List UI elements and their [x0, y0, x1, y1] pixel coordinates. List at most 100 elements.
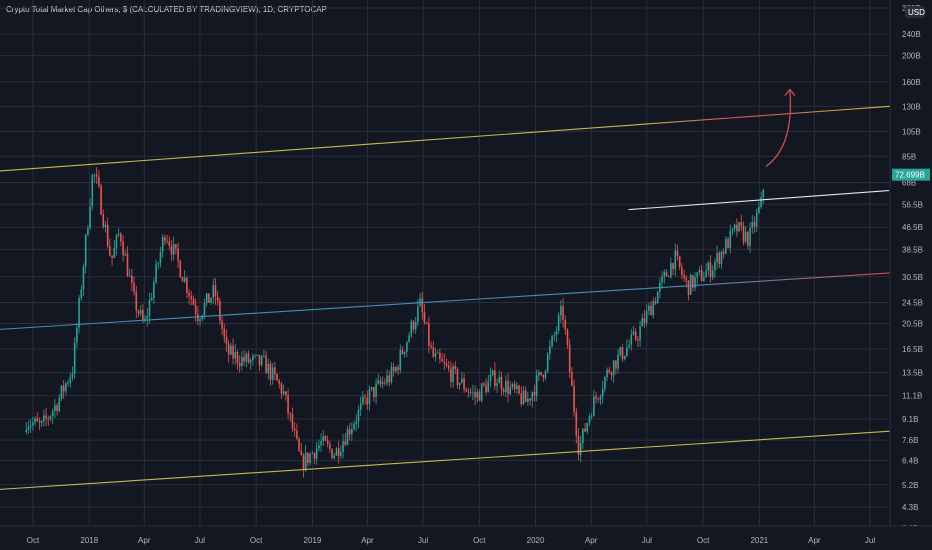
candle-body: [617, 354, 619, 369]
candle-body: [670, 263, 672, 278]
arrow-head: [784, 88, 796, 96]
candle-body: [322, 436, 325, 442]
candle-body: [584, 428, 586, 432]
candle-body: [738, 222, 740, 232]
candle-body: [249, 359, 252, 363]
candle-body: [458, 382, 461, 386]
candle-body: [696, 272, 699, 278]
candle-body: [428, 323, 430, 346]
price-axis[interactable]: 300B240B200B160B130B105B85B68B56.5B46.5B…: [889, 0, 932, 550]
candle-body: [357, 409, 360, 422]
y-tick-label: 9.1B: [902, 415, 918, 424]
candle-body: [529, 398, 531, 401]
x-tick-label: Oct: [697, 536, 710, 545]
candle-body: [172, 244, 175, 255]
candle-body: [271, 367, 274, 380]
candle-body: [265, 355, 267, 374]
candle-body: [487, 381, 490, 393]
candle-body: [201, 315, 204, 320]
candle-body: [87, 228, 89, 235]
candle-body: [208, 293, 210, 303]
drawing-layer: [0, 88, 891, 490]
time-axis[interactable]: Oct 2018 Apr Jul Oct 2019 Apr Jul Oct 2020 Apr Jul O…: [0, 525, 932, 550]
candle-body: [579, 443, 582, 455]
candle-body: [665, 272, 668, 277]
y-tick-label: 46.5B: [902, 223, 923, 232]
candle-body: [243, 357, 245, 362]
candle-body: [683, 275, 685, 278]
candle-body: [122, 241, 124, 256]
candle-body: [111, 255, 113, 258]
candle-body: [577, 435, 580, 455]
candle-body: [441, 358, 443, 362]
candle-body: [527, 398, 529, 402]
candle-body: [280, 383, 283, 394]
candle-body: [124, 253, 127, 256]
candle-body: [674, 250, 677, 270]
candle-body: [540, 371, 542, 375]
y-tick-label: 200B: [902, 52, 921, 61]
chart-title: Crypto Total Market Cap Others, $ (CALCU…: [6, 5, 327, 14]
candle-body: [511, 383, 514, 388]
candle-body: [302, 455, 305, 470]
y-tick-label: 130B: [902, 102, 921, 111]
candle-body: [480, 383, 483, 401]
candle-body: [496, 383, 498, 386]
y-tick-label: 4.3B: [902, 503, 918, 512]
candle-body: [84, 234, 87, 267]
trendline-0[interactable]: [0, 105, 891, 172]
candle-body: [291, 414, 294, 429]
candle-body: [221, 320, 223, 329]
candle-body: [181, 277, 184, 282]
candle-body: [197, 313, 199, 322]
candle-body: [311, 452, 314, 454]
currency-label[interactable]: USD: [905, 6, 925, 18]
candle-body: [329, 443, 331, 449]
candle-body: [234, 352, 237, 359]
candle-body: [667, 276, 670, 278]
x-tick-label: Jul: [195, 536, 205, 545]
candle-body: [95, 174, 98, 177]
candle-body: [340, 451, 342, 457]
candle-body: [67, 382, 69, 384]
candle-body: [115, 235, 118, 248]
projection-arrow[interactable]: [765, 89, 792, 167]
candle-body: [549, 345, 551, 355]
candle-body: [434, 353, 437, 357]
candle-body: [186, 278, 188, 293]
trendline-3[interactable]: [628, 190, 889, 211]
candle-body: [210, 297, 212, 303]
x-tick-label: 2019: [304, 536, 322, 545]
candle-body: [689, 275, 692, 295]
y-tick-label: 5.2B: [902, 481, 918, 490]
candle-body: [69, 376, 72, 383]
candle-body: [258, 354, 261, 366]
candle-body: [98, 176, 100, 186]
candle-body: [58, 397, 61, 412]
candle-body: [36, 418, 39, 422]
candle-body: [595, 396, 597, 399]
candle-body: [494, 370, 496, 386]
usd-label[interactable]: USD: [908, 8, 925, 17]
x-tick-label: Oct: [27, 536, 40, 545]
candle-body: [104, 224, 107, 227]
trendline-2[interactable]: [0, 272, 891, 330]
candle-body: [720, 251, 723, 265]
candle-body: [194, 305, 197, 314]
candle-body: [538, 371, 540, 376]
candle-body: [498, 376, 501, 384]
candle-body: [419, 298, 421, 306]
x-tick-label: 2018: [80, 536, 98, 545]
candle-body: [54, 405, 56, 411]
candle-body: [551, 336, 553, 346]
candle-body: [164, 237, 166, 241]
candle-body: [190, 296, 193, 299]
candle-body: [137, 310, 140, 314]
candle-body: [313, 452, 316, 459]
candle-body: [542, 374, 545, 378]
trendline-1[interactable]: [0, 430, 891, 490]
y-tick-label: 20.5B: [902, 319, 923, 328]
candle-body: [219, 300, 221, 321]
candle-body: [560, 306, 562, 316]
